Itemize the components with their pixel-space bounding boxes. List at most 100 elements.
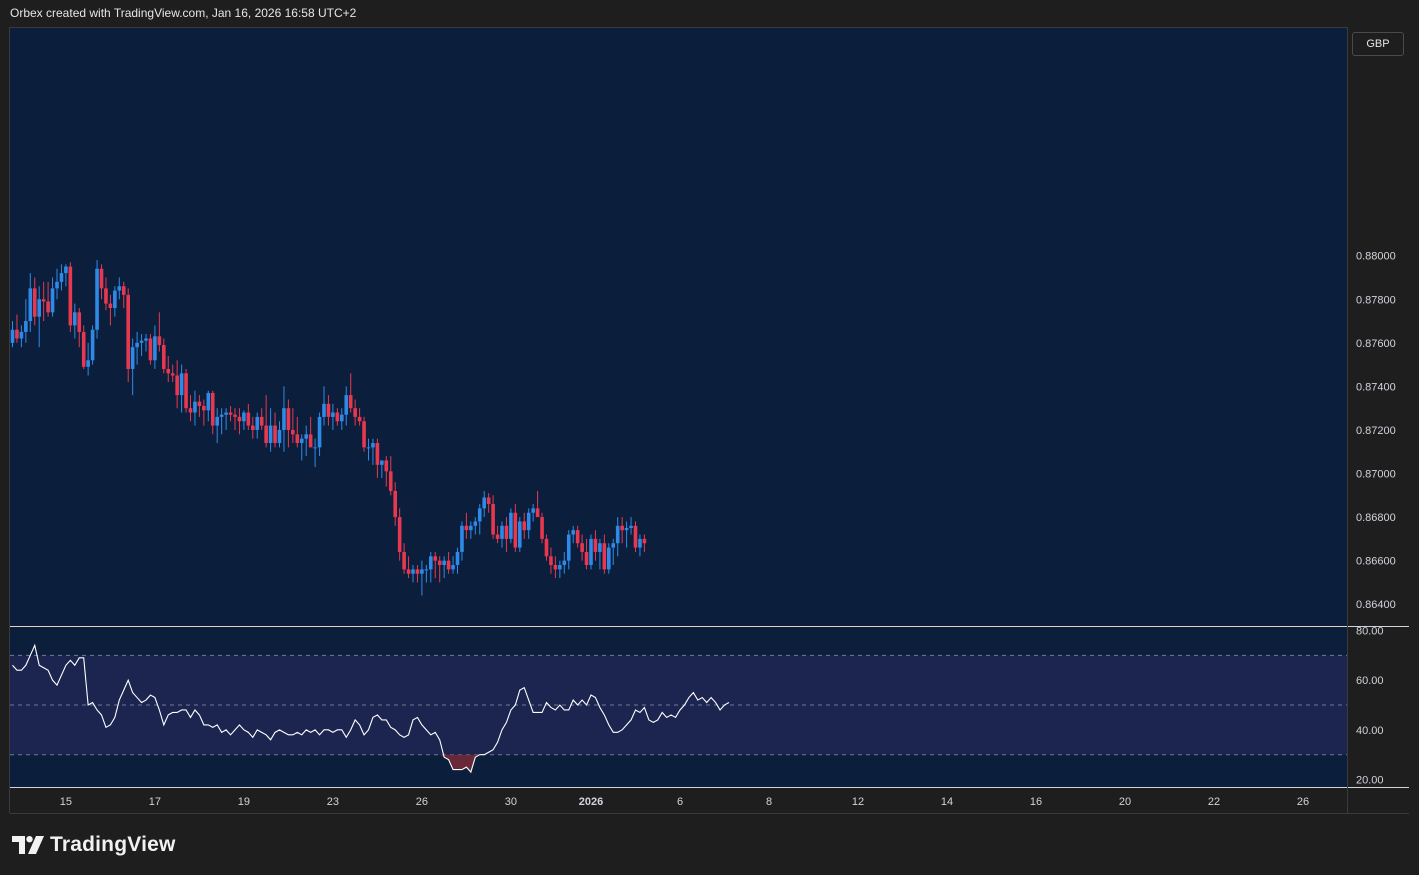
currency-button[interactable]: GBP: [1352, 32, 1404, 56]
price-axis[interactable]: 0.88000 0.87800 0.87600 0.87400 0.87200 0.870…: [1356, 251, 1396, 612]
candle-body: [558, 565, 562, 570]
candle-body: [299, 438, 304, 444]
candle-body: [19, 331, 24, 339]
candle-body: [32, 288, 37, 317]
candle-body: [473, 521, 478, 526]
candle-body: [415, 569, 420, 574]
candle-body: [55, 281, 59, 289]
candle-body: [10, 329, 15, 343]
time-tick-label: 20: [1119, 796, 1131, 808]
candle-body: [429, 556, 433, 570]
time-tick-label: 26: [416, 796, 428, 808]
time-tick-label: 26: [1297, 796, 1309, 808]
candle-body: [607, 547, 611, 570]
candle-body: [340, 414, 344, 422]
candle-body: [50, 288, 55, 313]
candle-body: [566, 534, 571, 561]
candle-body: [166, 368, 171, 374]
candle-body: [580, 543, 584, 552]
candle-body: [451, 565, 455, 570]
candle-body: [193, 401, 197, 413]
candle-body: [615, 525, 620, 544]
candle-body: [251, 425, 255, 430]
candle-body: [90, 329, 95, 361]
candle-body: [59, 273, 64, 282]
candle-body: [28, 288, 33, 322]
candle-body: [224, 412, 228, 415]
candle-body: [411, 569, 415, 574]
candle-body: [313, 447, 317, 449]
candle-body: [188, 408, 193, 413]
candle-body: [518, 521, 522, 548]
candle-body: [117, 286, 122, 291]
time-tick-label: 19: [238, 796, 250, 808]
candle-body: [335, 412, 340, 422]
candle-body: [553, 565, 558, 570]
tradingview-logo-icon: [12, 836, 44, 854]
candle-body: [464, 525, 469, 531]
rsi-line: [12, 643, 730, 774]
candle-body: [598, 543, 602, 552]
candle-body: [184, 373, 188, 409]
candle-body: [384, 460, 389, 472]
candle-body: [219, 414, 224, 417]
candle-body: [81, 331, 86, 367]
candle-body: [371, 443, 375, 448]
time-tick-label: 22: [1208, 796, 1220, 808]
candle-body: [246, 412, 251, 426]
candle-body: [41, 299, 46, 302]
candle-body: [482, 497, 486, 509]
candle-body: [179, 373, 184, 396]
candle-body: [215, 416, 219, 426]
time-tick-label: 15: [60, 796, 72, 808]
price-tick-label: 0.86400: [1356, 599, 1396, 611]
candle-body: [153, 336, 157, 361]
candle-body: [202, 406, 206, 411]
candle-body: [210, 392, 215, 426]
candle-body: [375, 443, 380, 465]
candle-body: [544, 538, 549, 557]
rsi-tick-label: 80.00: [1356, 625, 1384, 637]
candle-body: [437, 560, 442, 566]
chart-caption: Orbex created with TradingView.com, Jan …: [10, 6, 357, 20]
candle-body: [308, 434, 313, 448]
price-pane[interactable]: [10, 27, 1347, 626]
candle-body: [286, 408, 291, 430]
candle-body: [331, 412, 335, 417]
candle-body: [317, 416, 322, 448]
candle-body: [535, 508, 540, 518]
candle-body: [130, 347, 135, 369]
candle-body: [424, 569, 429, 571]
candle-body: [144, 338, 148, 341]
candle-body: [402, 551, 406, 570]
rsi-axis[interactable]: 80.00 60.00 40.00 20.00: [1356, 625, 1384, 786]
tradingview-logo-text: TradingView: [50, 833, 176, 856]
price-tick-label: 0.87600: [1356, 338, 1396, 350]
tradingview-logo[interactable]: TradingView: [12, 832, 176, 858]
candle-body: [15, 329, 19, 339]
candles: [10, 260, 647, 596]
candle-body: [420, 569, 424, 574]
candle-body: [255, 416, 260, 430]
candle-body: [602, 543, 607, 570]
candle-body: [268, 425, 273, 444]
time-tick-label: 30: [505, 796, 517, 808]
candle-body: [522, 521, 527, 531]
candle-body: [259, 416, 264, 426]
candle-body: [513, 512, 518, 548]
candle-body: [37, 299, 41, 317]
candle-body: [139, 340, 144, 343]
candle-body: [540, 517, 544, 539]
price-chart[interactable]: 0.88000 0.87800 0.87600 0.87400 0.87200 0.870…: [0, 0, 1419, 830]
time-axis[interactable]: 15 17 19 23 26 30 2026 6 8 12 14 16 20 22 26: [60, 796, 1309, 808]
candle-body: [638, 538, 642, 548]
candle-body: [148, 338, 153, 361]
time-tick-label: 17: [149, 796, 161, 808]
candle-body: [95, 268, 99, 330]
candle-body: [357, 416, 362, 422]
candle-body: [500, 525, 504, 539]
candle-body: [549, 556, 553, 566]
candle-body: [642, 538, 647, 544]
candle-body: [64, 266, 68, 274]
candle-body: [353, 408, 357, 417]
